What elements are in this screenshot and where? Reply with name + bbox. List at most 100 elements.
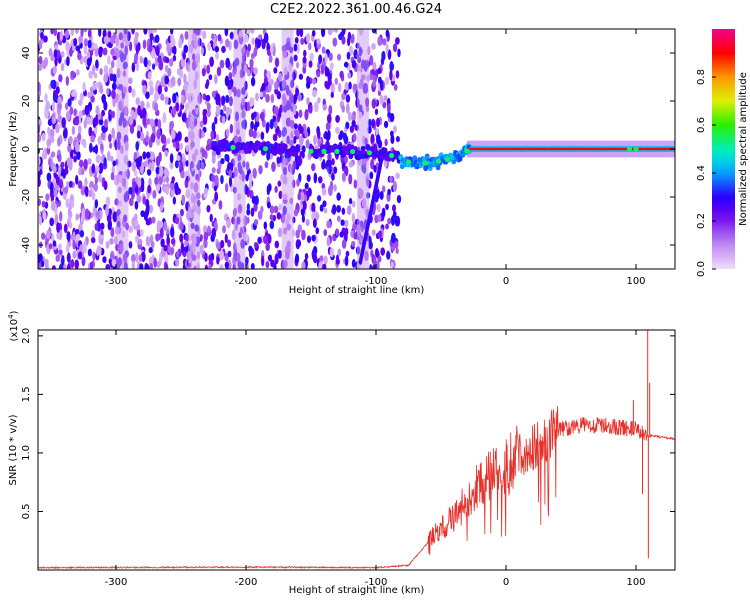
heatmap-cell (83, 158, 88, 170)
heatmap-cell (112, 73, 117, 84)
heatmap-cell (369, 55, 374, 66)
heatmap-cell (49, 182, 54, 193)
x-tick-label: -300 (105, 577, 128, 588)
heatmap-cell (212, 140, 218, 147)
heatmap-cell (381, 207, 386, 218)
heatmap-cell (38, 253, 43, 262)
heatmap-cell (103, 36, 109, 44)
heatmap-cell (139, 131, 145, 142)
heatmap-cell (72, 250, 77, 259)
heatmap-cell (143, 210, 148, 221)
heatmap-cell (59, 30, 64, 42)
heatmap-cell (333, 166, 338, 174)
heatmap-cell (70, 199, 75, 208)
heatmap-cell (168, 58, 174, 67)
heatmap-cell (371, 68, 375, 76)
heatmap-cell (293, 208, 299, 217)
heatmap-cell (293, 135, 297, 144)
heatmap-cell (153, 257, 157, 268)
heatmap-cell (90, 95, 95, 103)
heatmap-cell (375, 127, 379, 137)
heatmap-cell (54, 184, 60, 191)
heatmap-cell (95, 210, 101, 219)
bottom-plot-frame (37, 329, 676, 571)
heatmap-cell (91, 163, 96, 174)
heatmap-cell (58, 74, 63, 83)
heatmap-cell (339, 70, 344, 79)
heatmap-cell (216, 256, 220, 265)
heatmap-cell (305, 33, 311, 43)
heatmap-cell (164, 262, 169, 269)
heatmap-cell (257, 236, 262, 245)
heatmap-cell (57, 154, 62, 163)
heatmap-cell (313, 134, 317, 146)
heatmap-cell (164, 149, 169, 157)
heatmap-cell (91, 191, 96, 201)
heatmap-cell (150, 240, 155, 249)
heatmap-cell (48, 157, 52, 167)
heatmap-cell (86, 57, 92, 67)
heatmap-cell (129, 124, 135, 134)
heatmap-cell (105, 205, 109, 216)
heatmap-cell (319, 255, 324, 262)
heatmap-cell (149, 33, 154, 41)
heatmap-cell (149, 85, 154, 96)
heatmap-cell (41, 260, 45, 268)
heatmap-cell (254, 195, 259, 206)
heatmap-cell (139, 263, 144, 269)
heatmap-cell (228, 89, 232, 96)
heatmap-cell (38, 133, 42, 143)
heatmap-cell (152, 29, 158, 34)
heatmap-cell (274, 253, 279, 265)
heatmap-cell (201, 67, 206, 77)
heatmap-cell (95, 165, 100, 173)
heatmap-cell (154, 34, 160, 44)
heatmap-cell (88, 189, 93, 198)
heatmap-cell (98, 46, 104, 54)
heatmap-cell (380, 247, 386, 256)
heatmap-cell (372, 255, 377, 265)
heatmap-cell (164, 96, 169, 105)
heatmap-cell (296, 178, 300, 187)
heatmap-cell (265, 261, 270, 269)
heatmap-cell (311, 234, 316, 242)
heatmap-cell (250, 262, 255, 269)
heatmap-cell (51, 233, 55, 243)
heatmap-cell (251, 37, 255, 45)
heatmap-cell (384, 76, 390, 86)
heatmap-cell (626, 146, 633, 152)
x-tick-label: 100 (626, 577, 645, 588)
heatmap-cell (55, 123, 60, 134)
heatmap-cell (324, 53, 328, 63)
heatmap-cell (162, 135, 167, 143)
heatmap-cell (46, 172, 52, 182)
heatmap-cell (79, 230, 85, 238)
heatmap-cell (66, 55, 70, 67)
heatmap-cell (264, 161, 269, 169)
heatmap-cell (145, 151, 151, 159)
heatmap-cell (278, 190, 283, 200)
heatmap-cell (341, 104, 345, 113)
heatmap-cell (214, 74, 218, 85)
heatmap-cell (48, 243, 53, 250)
heatmap-cell (335, 126, 340, 134)
heatmap-cell (87, 39, 92, 49)
heatmap-cell (247, 43, 251, 52)
heatmap-cell (78, 159, 84, 168)
heatmap-cell (204, 264, 209, 269)
heatmap-cell (148, 177, 152, 187)
heatmap-cell (377, 214, 382, 223)
heatmap-cell (86, 116, 91, 125)
heatmap-cell (74, 29, 79, 35)
heatmap-cell (107, 41, 112, 49)
heatmap-cell (346, 51, 351, 60)
heatmap-cell (369, 263, 373, 269)
heatmap-cell (225, 38, 230, 48)
heatmap-cell (66, 45, 70, 57)
heatmap-cell (177, 77, 182, 87)
heatmap-cell (41, 132, 46, 142)
heatmap-cell (51, 116, 57, 125)
heatmap-cell (105, 263, 111, 269)
heatmap-cell (94, 199, 99, 209)
heatmap-cell (377, 36, 383, 47)
